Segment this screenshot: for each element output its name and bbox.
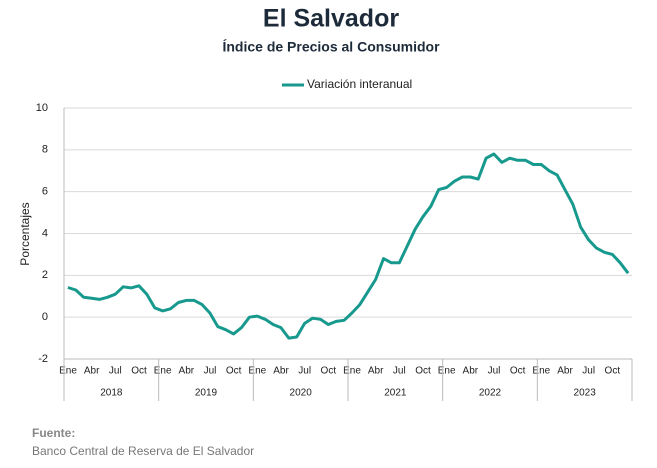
x-tick-label: Oct [226,366,242,377]
source: Banco Central de Reserva de El Salvador [32,444,254,458]
x-tick-label: Jul [393,366,406,377]
y-tick-label: 0 [42,311,48,323]
y-tick-label: 8 [42,144,48,156]
year-label: 2019 [195,388,218,399]
x-tick-label: Jul [204,366,217,377]
x-tick-label: Ene [248,366,266,377]
year-label: 2020 [290,388,313,399]
x-tick-label: Abr [179,366,195,377]
y-tick-label: 2 [42,269,48,281]
y-tick-label: -2 [38,353,48,365]
year-label: 2018 [100,388,123,399]
x-tick-label: Abr [463,366,479,377]
y-tick-label: 6 [42,186,48,198]
x-tick-label: Ene [154,366,172,377]
x-tick-label: Ene [343,366,361,377]
y-axis-label: Porcentajes [18,202,32,265]
x-tick-label: Jul [109,366,122,377]
x-tick-label: Oct [321,366,337,377]
x-tick-label: Jul [488,366,501,377]
year-label: 2023 [574,388,597,399]
year-label: 2021 [384,388,407,399]
x-tick-label: Jul [298,366,311,377]
x-tick-label: Jul [582,366,595,377]
legend-label: Variación interanual [307,77,412,91]
x-tick-label: Abr [84,366,100,377]
x-tick-label: Oct [131,366,147,377]
x-tick-label: Abr [273,366,289,377]
x-tick-label: Abr [557,366,573,377]
chart-title: El Salvador [263,5,399,33]
line-series [67,152,630,340]
year-label: 2022 [479,388,502,399]
y-tick-label: 4 [42,227,48,239]
x-tick-label: Ene [532,366,550,377]
x-tick-label: Ene [438,366,456,377]
x-tick-label: Oct [415,366,431,377]
source-label: Fuente: [32,426,75,440]
x-tick-label: Oct [605,366,621,377]
x-tick-label: Ene [59,366,77,377]
chart-subtitle: Índice de Precios al Consumidor [222,39,440,55]
x-tick-label: Oct [510,366,526,377]
y-tick-label: 10 [36,102,48,114]
x-tick-label: Abr [368,366,384,377]
